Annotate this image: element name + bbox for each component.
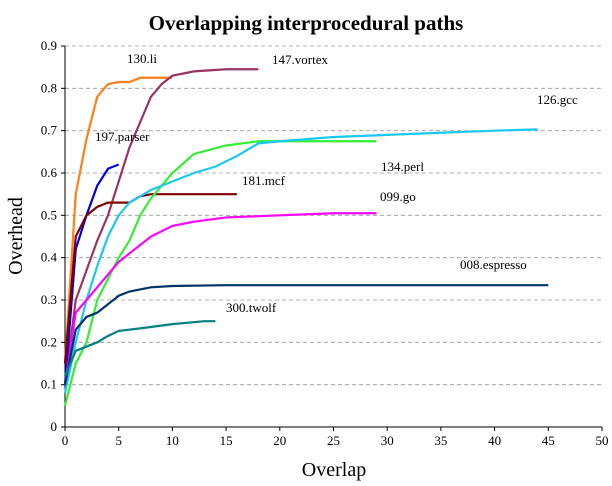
series-label: 126.gcc — [537, 92, 578, 107]
x-tick-label: 30 — [381, 433, 394, 448]
series-line — [63, 212, 377, 385]
y-tick-label: 0.5 — [41, 207, 57, 222]
x-tick-label: 5 — [115, 433, 122, 448]
series-line — [63, 193, 237, 364]
series-line — [63, 140, 377, 407]
series-label: 181.mcf — [242, 173, 286, 188]
y-tick-label: 0.2 — [41, 334, 57, 349]
y-tick-label: 0.6 — [41, 165, 58, 180]
series-label: 300.twolf — [226, 300, 277, 315]
x-tick-label: 0 — [62, 433, 69, 448]
series-line — [63, 68, 259, 385]
y-tick-label: 0.3 — [41, 292, 57, 307]
series-label: 134.perl — [381, 159, 424, 174]
series-label: 147.vortex — [272, 52, 328, 67]
series-line — [63, 76, 173, 364]
chart-title: Overlapping interprocedural paths — [149, 11, 464, 35]
y-tick-label: 0.7 — [41, 123, 58, 138]
y-tick-label: 0.4 — [41, 250, 58, 265]
series-line — [63, 284, 549, 385]
y-tick-label: 0.8 — [41, 80, 57, 95]
y-tick-label: 0.1 — [41, 377, 57, 392]
y-axis-label: Overhead — [5, 197, 27, 275]
y-tick-label: 0 — [51, 419, 58, 434]
y-tick-label: 0.9 — [41, 38, 57, 53]
series-line — [63, 163, 120, 385]
x-tick-label: 20 — [273, 433, 286, 448]
series-label: 197.parser — [95, 129, 150, 144]
series-line — [63, 320, 216, 377]
x-tick-label: 35 — [434, 433, 447, 448]
x-tick-label: 10 — [166, 433, 179, 448]
x-axis-label: Overlap — [302, 459, 366, 481]
series-line — [63, 128, 538, 394]
x-tick-label: 50 — [596, 433, 609, 448]
series-label: 008.espresso — [460, 257, 527, 272]
x-tick-label: 45 — [542, 433, 555, 448]
x-tick-label: 15 — [220, 433, 233, 448]
x-tick-label: 25 — [327, 433, 340, 448]
series-label: 099.go — [380, 189, 416, 204]
x-tick-label: 40 — [488, 433, 501, 448]
series-label: 130.li — [127, 51, 157, 66]
